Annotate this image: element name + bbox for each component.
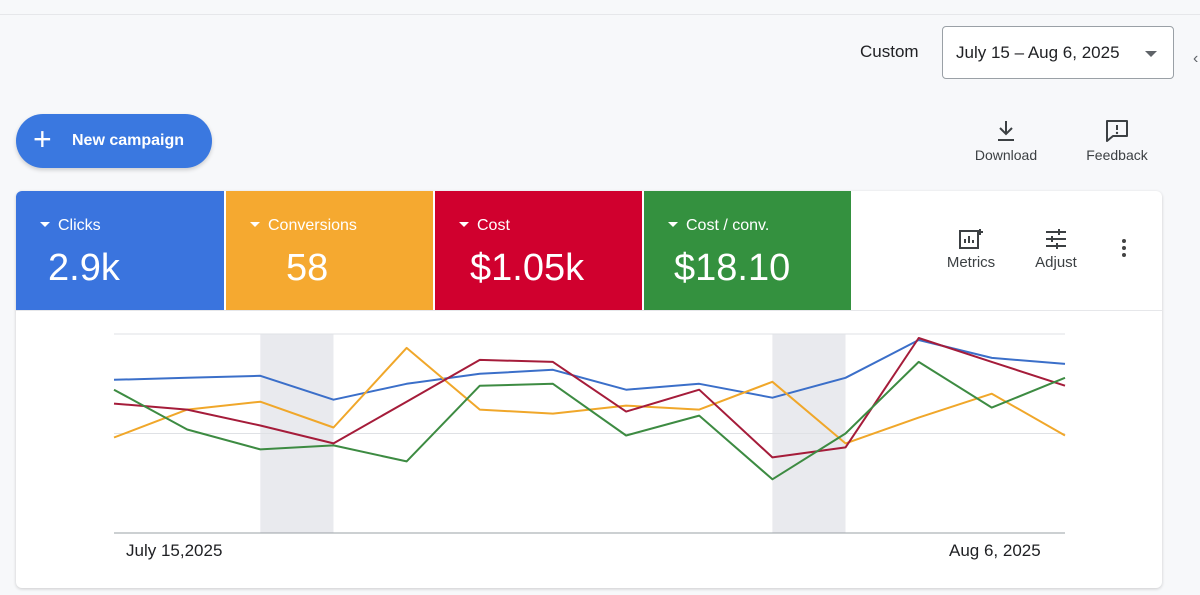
metric-tile-cost[interactable]: Cost $1.05k [435,191,642,310]
date-range-value: July 15 – Aug 6, 2025 [956,43,1120,62]
feedback-label: Feedback [1086,147,1148,163]
plus-icon: + [33,121,52,157]
metric-value: 58 [286,247,329,289]
x-axis-end-label: Aug 6, 2025 [949,541,1041,560]
feedback-icon [1106,120,1128,142]
metric-value: $18.10 [674,247,791,289]
new-campaign-button[interactable]: + New campaign [16,114,212,168]
dropdown-caret-icon [1145,51,1157,57]
download-icon [998,121,1014,141]
date-range-select[interactable]: July 15 – Aug 6, 2025 [942,26,1174,79]
metric-name: Cost / conv. [668,217,769,235]
tile-divider [16,310,1162,311]
top-divider [0,14,1200,15]
x-axis-start-label: July 15,2025 [126,541,223,560]
download-button[interactable]: Download [969,119,1043,163]
metric-value: $1.05k [470,247,585,289]
more-options-icon[interactable] [1122,239,1128,260]
metric-name: Cost [459,217,510,235]
metric-name: Conversions [250,217,357,235]
metrics-button[interactable]: Metrics [936,228,1006,271]
adjust-button[interactable]: Adjust [1021,228,1091,271]
series-line-4 [113,360,1066,481]
metric-tile-cost-per-conversion[interactable]: Cost / conv. $18.10 [644,191,851,310]
performance-card: Clicks 2.9k Conversions 58 Cost $1.05k C… [16,191,1162,588]
feedback-button[interactable]: Feedback [1080,119,1154,163]
tune-icon [1046,229,1066,249]
download-label: Download [974,147,1038,163]
metrics-label: Metrics [946,254,996,271]
date-preset-label: Custom [860,42,919,61]
series-line-3 [113,337,1066,459]
truncated-arrow-icon[interactable]: ‹ [1193,50,1199,67]
metric-tile-conversions[interactable]: Conversions 58 [226,191,433,310]
series-line-1 [113,339,1066,401]
series-line-2 [113,346,1066,445]
metric-tile-clicks[interactable]: Clicks 2.9k [16,191,224,310]
metric-name: Clicks [40,217,101,235]
adjust-label: Adjust [1035,254,1077,271]
metrics-chart-icon [959,229,983,249]
metric-value: 2.9k [48,247,120,289]
new-campaign-label: New campaign [72,132,185,149]
